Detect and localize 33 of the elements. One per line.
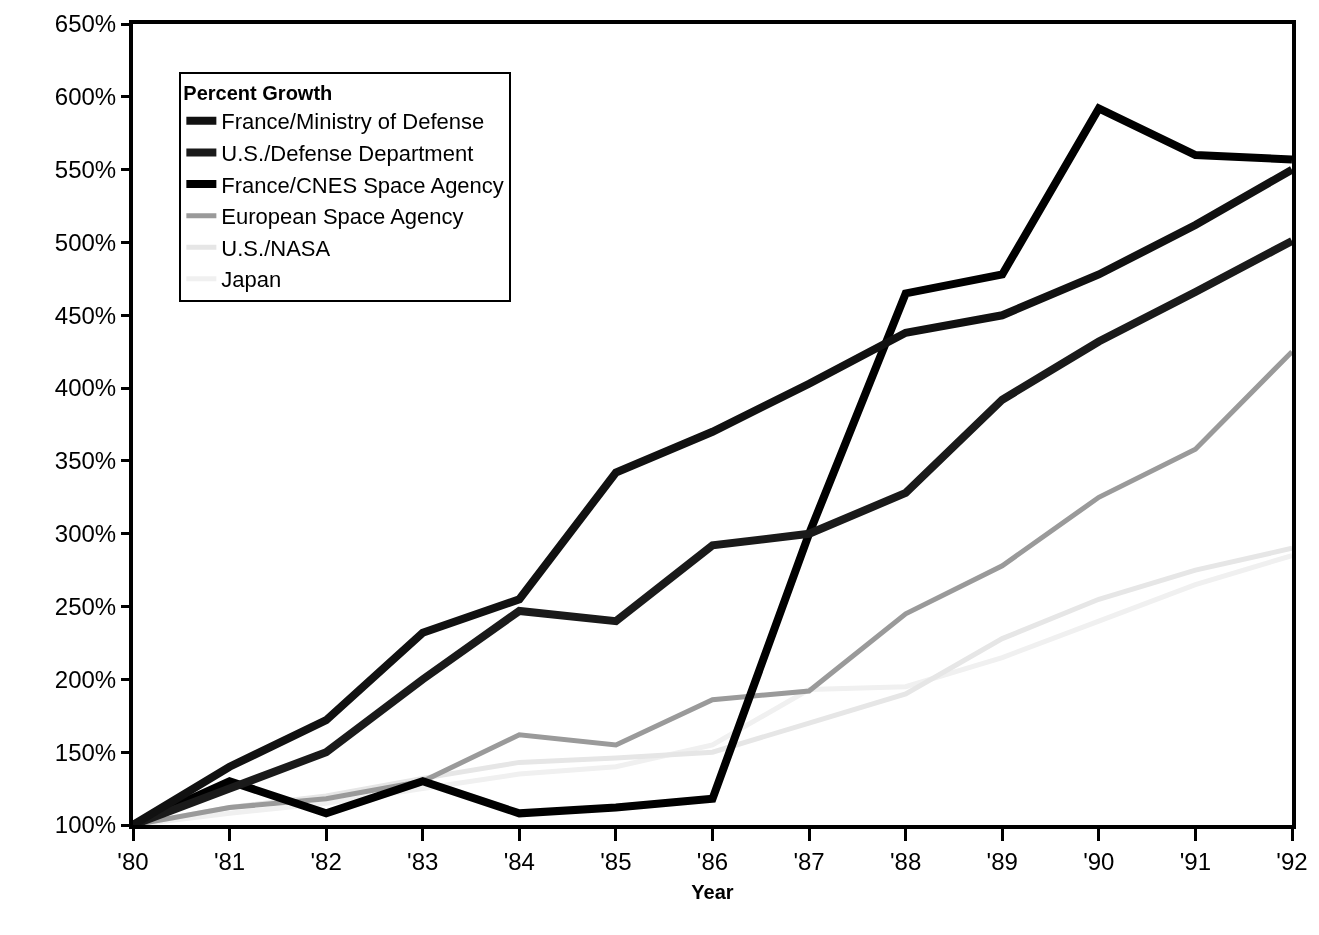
y-tick-label: 500% <box>54 228 117 256</box>
legend-label: France/Ministry of Defense <box>221 109 485 135</box>
y-tick-label: 350% <box>54 447 117 475</box>
x-tick-label: '83 <box>407 847 439 875</box>
x-tick-label: '90 <box>1083 847 1115 875</box>
legend-title: Percent Growth <box>183 82 333 105</box>
x-tick-label: '92 <box>1276 847 1308 875</box>
y-tick-label: 100% <box>54 811 117 839</box>
y-tick-label: 150% <box>54 738 117 766</box>
legend-label: Japan <box>221 267 282 293</box>
y-tick-label: 600% <box>54 83 117 111</box>
x-tick-label: '88 <box>890 847 922 875</box>
x-tick-label: '86 <box>696 847 729 875</box>
legend-label: European Space Agency <box>221 204 464 230</box>
x-tick-label: '91 <box>1179 847 1212 875</box>
legend-label: U.S./NASA <box>221 235 331 261</box>
x-tick-label: '89 <box>986 847 1018 875</box>
y-tick-label: 400% <box>54 374 117 402</box>
x-tick-label: '85 <box>600 847 632 875</box>
y-tick-label: 450% <box>54 301 117 329</box>
x-axis-title: Year <box>691 880 734 903</box>
y-tick-label: 200% <box>54 665 117 693</box>
y-tick-label: 650% <box>54 10 117 38</box>
x-tick-label: '80 <box>117 847 149 875</box>
y-tick-label: 550% <box>54 156 117 184</box>
legend-label: U.S./Defense Department <box>221 141 474 167</box>
x-tick-label: '84 <box>503 847 535 875</box>
y-tick-label: 300% <box>54 520 117 548</box>
x-tick-label: '87 <box>793 847 825 875</box>
y-tick-label: 250% <box>54 592 117 620</box>
x-tick-label: '81 <box>213 847 246 875</box>
legend-label: France/CNES Space Agency <box>221 172 504 198</box>
x-tick-label: '82 <box>310 847 342 875</box>
